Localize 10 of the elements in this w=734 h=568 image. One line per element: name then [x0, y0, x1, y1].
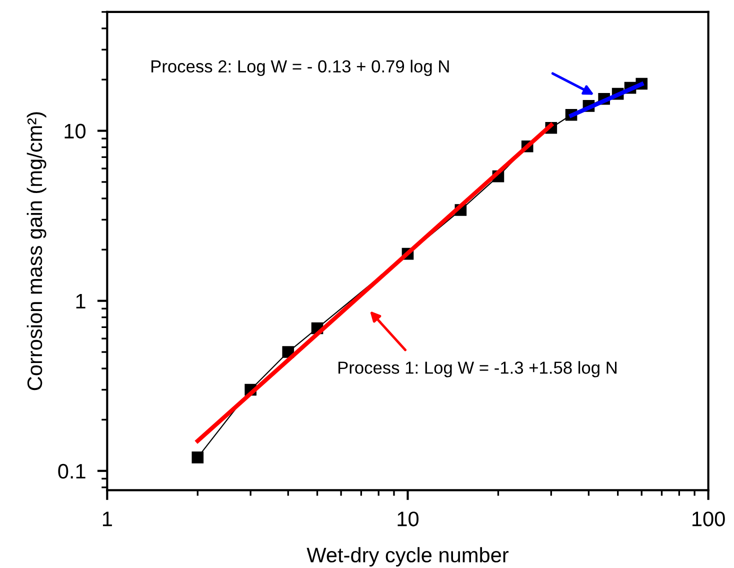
annotation: Process 1: Log W = -1.3 +1.58 log N [338, 361, 616, 378]
x-tick-label: 10 [398, 512, 419, 526]
x-axis-title: Wet-dry cycle number [306, 547, 509, 567]
x-tick-label: 100 [692, 512, 725, 526]
y-tick-label: 1 [76, 294, 86, 308]
y-axis-title: Corrosion mass gain (mg/cm²) [26, 112, 46, 390]
y-tick-label: 0.1 [58, 464, 86, 479]
x-tick-label: 1 [102, 512, 112, 526]
annotation: Process 2: Log W = - 0.13 + 0.79 log N [152, 60, 449, 76]
y-tick-label: 10 [64, 124, 86, 139]
